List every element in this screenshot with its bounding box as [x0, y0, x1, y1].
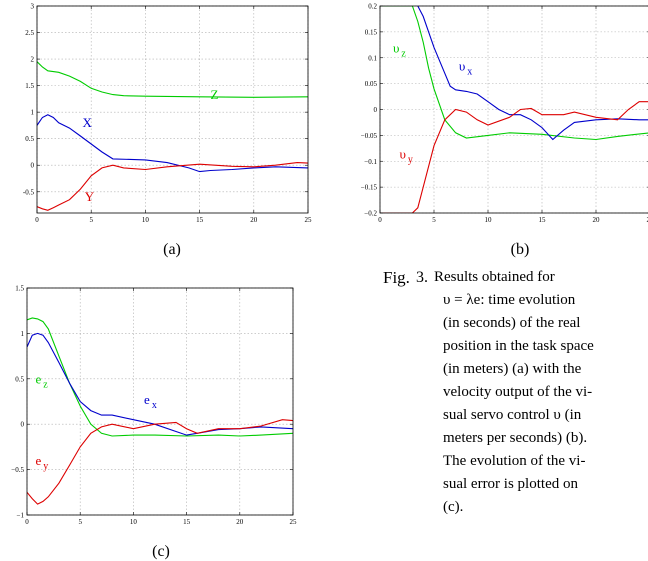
grid	[379, 5, 648, 214]
y-tick-label: 0.1	[368, 54, 377, 62]
chart-panel-1: 0 5 10 15 20 25 -0.5 0 0.5 1 1.5 2 2.5 3 Z X Y (a)	[23, 3, 312, 259]
x-tick-label: 15	[539, 216, 547, 224]
caption-line: υ = λe: time evolution	[443, 292, 576, 308]
panel-label: (a)	[163, 241, 181, 258]
x-tick-label: 10	[485, 216, 493, 224]
x-tick-label: 20	[250, 216, 258, 224]
caption-line: (c).	[443, 499, 464, 515]
y-tick-label: -0.5	[23, 188, 35, 196]
y-tick-label: 1.5	[15, 285, 24, 293]
series-annotation: Z	[210, 87, 218, 102]
series-line-Z	[37, 61, 308, 98]
y-tick-label: 0	[31, 162, 35, 170]
grid	[36, 5, 309, 213]
x-tick-label: 25	[305, 216, 313, 224]
y-tick-label: −0.1	[364, 158, 377, 166]
x-tick-label: 5	[89, 216, 93, 224]
caption-fig-label: Fig.	[383, 268, 410, 287]
caption-line: (in meters) (a) with the	[443, 361, 582, 377]
x-tick-label: 0	[35, 216, 39, 224]
y-tick-label: −0.5	[11, 466, 24, 474]
series-line-X	[37, 114, 308, 173]
y-tick-label: 3	[31, 3, 35, 11]
y-tick-label: 0.5	[15, 375, 24, 383]
series-line-υy	[380, 101, 648, 213]
y-tick-label: 1.5	[25, 82, 34, 90]
series-annotation: Y	[85, 189, 95, 204]
caption-fig-number: 3.	[415, 269, 428, 286]
panel-label: (c)	[152, 543, 170, 560]
y-tick-label: 2.5	[25, 29, 34, 37]
series-line-υx	[417, 6, 648, 141]
x-tick-label: 0	[25, 518, 29, 526]
x-tick-label: 10	[130, 518, 138, 526]
x-tick-label: 25	[290, 518, 298, 526]
y-tick-label: 0.15	[365, 28, 378, 36]
series-line-ez	[27, 317, 293, 437]
y-tick-label: −0.2	[364, 210, 377, 218]
y-tick-label: 1	[21, 330, 25, 338]
y-tick-label: −1	[17, 512, 25, 520]
caption-line: velocity output of the vi-	[443, 384, 593, 400]
x-tick-label: 0	[378, 216, 382, 224]
caption-line: meters per seconds) (b).	[443, 430, 588, 446]
x-tick-label: 20	[236, 518, 244, 526]
caption-line: Results obtained for	[433, 269, 555, 285]
y-tick-label: 0.05	[365, 80, 378, 88]
x-tick-label: 15	[183, 518, 191, 526]
caption-line: sual error is plotted on	[443, 476, 578, 492]
x-tick-label: 20	[593, 216, 601, 224]
x-tick-label: 10	[142, 216, 150, 224]
y-tick-label: 0	[374, 106, 378, 114]
x-tick-label: 5	[78, 518, 82, 526]
y-tick-label: 1	[31, 109, 35, 117]
y-tick-label: −0.05	[361, 132, 378, 140]
caption-line: position in the task space	[443, 338, 594, 354]
series-annotation: X	[83, 115, 93, 130]
axes-frame	[36, 5, 309, 214]
caption-line: (in seconds) of the real	[443, 315, 581, 331]
axes-frame	[26, 287, 294, 516]
y-tick-label: −0.15	[361, 184, 378, 192]
x-tick-label: 25	[647, 216, 648, 224]
y-tick-label: 0	[21, 421, 25, 429]
x-tick-label: 15	[196, 216, 204, 224]
series-line-ex	[27, 332, 293, 436]
caption-line: sual servo control υ (in	[443, 407, 582, 423]
chart-panel-2: 0 5 10 15 20 25 −0.2 −0.15 −0.1 −0.05 0 0.05 0.1 0.15…	[361, 3, 648, 258]
y-tick-label: 2	[31, 56, 35, 64]
series-line-ey	[27, 419, 293, 505]
grid	[26, 287, 294, 516]
panel-label: (b)	[511, 241, 530, 258]
y-tick-label: 0.2	[368, 3, 377, 11]
y-tick-label: 0.5	[25, 135, 34, 143]
chart-panel-3: 0 5 10 15 20 25 −1 −0.5 0 0.5 1 1.5 e z e x e y (c)	[11, 285, 297, 561]
figure-caption: Fig. 3. Results obtained for υ = λe: tim…	[383, 266, 645, 519]
series-line-Y	[37, 162, 308, 211]
x-tick-label: 5	[432, 216, 436, 224]
caption-line: The evolution of the vi-	[443, 453, 586, 469]
